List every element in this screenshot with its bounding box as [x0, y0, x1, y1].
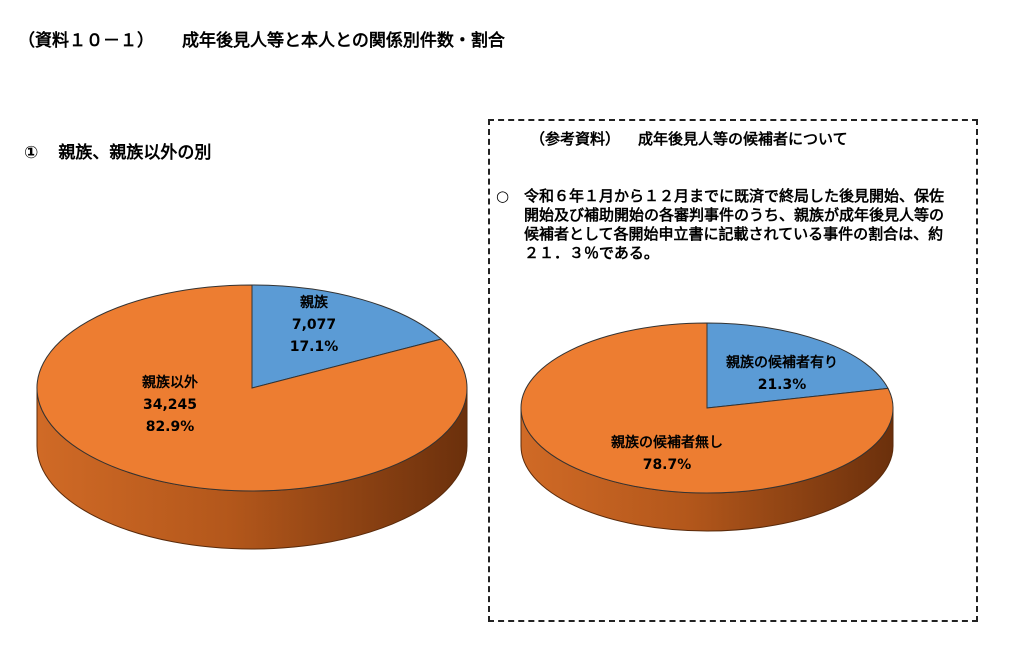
slice-label: 親族の候補者有り: [726, 354, 838, 371]
reference-heading-text: 成年後見人等の候補者について: [638, 130, 848, 148]
pie-slice: [36, 284, 468, 492]
slice-percent: 17.1%: [290, 339, 339, 355]
slice-count: 34,245: [143, 397, 197, 413]
slice-count: 7,077: [292, 317, 336, 333]
section-number: ①: [24, 143, 39, 163]
title-text: 成年後見人等と本人との関係別件数・割合: [182, 31, 505, 51]
bullet-icon: ○: [496, 187, 510, 205]
slice-percent: 78.7%: [643, 457, 692, 473]
page-title: （資料１０－１） 成年後見人等と本人との関係別件数・割合: [18, 26, 505, 51]
slice-label: 親族の候補者無し: [611, 434, 723, 451]
pie-chart-1: 親族 7,077 17.1% 親族以外 34,245 82.9%: [36, 284, 468, 550]
section-heading: ① 親族、親族以外の別: [24, 138, 211, 163]
reference-label: （参考資料）: [530, 130, 621, 148]
reference-heading: （参考資料） 成年後見人等の候補者について: [530, 128, 848, 149]
pie-slice: [251, 284, 443, 389]
doc-ref: （資料１０－１）: [18, 31, 154, 51]
slice-label: 親族以外: [142, 374, 198, 391]
reference-body: ○ 令和６年１月から１２月までに既済で終局した後見開始、保佐開始及び補助開始の各…: [496, 187, 956, 263]
slice-label: 親族: [300, 294, 329, 311]
section-heading-text: 親族、親族以外の別: [58, 143, 212, 163]
slice-percent: 21.3%: [758, 377, 807, 393]
pie-chart-2: 親族の候補者有り 21.3% 親族の候補者無し 78.7%: [520, 322, 894, 532]
pie-slice: [706, 322, 889, 409]
slice-percent: 82.9%: [146, 419, 195, 435]
pie-slice: [520, 322, 894, 494]
reference-text: 令和６年１月から１２月までに既済で終局した後見開始、保佐開始及び補助開始の各審判…: [524, 187, 945, 262]
reference-box: （参考資料） 成年後見人等の候補者について ○ 令和６年１月から１２月までに既済で…: [488, 119, 978, 622]
